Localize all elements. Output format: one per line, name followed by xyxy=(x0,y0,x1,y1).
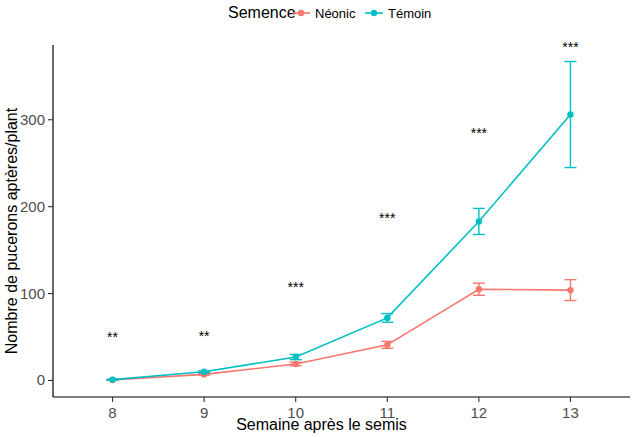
legend-label: Néonic xyxy=(315,6,356,21)
error-bar xyxy=(381,314,393,323)
significance: *** xyxy=(379,210,396,226)
error-cap xyxy=(381,313,393,314)
point xyxy=(293,361,299,367)
error-bar xyxy=(473,283,485,295)
error-cap xyxy=(564,279,576,280)
significance: ** xyxy=(199,328,210,344)
y-axis-line xyxy=(52,45,53,397)
legend: Semence Néonic Témoin xyxy=(228,4,431,21)
point xyxy=(109,376,115,382)
error-cap xyxy=(473,282,485,283)
x-tick xyxy=(295,397,296,402)
error-bar xyxy=(473,208,485,234)
x-tick-label: 13 xyxy=(562,404,579,421)
x-tick-label: 9 xyxy=(200,404,208,421)
point xyxy=(476,286,482,292)
significance: *** xyxy=(288,279,305,295)
error-cap xyxy=(381,322,393,323)
x-axis-label: Semaine après le semis xyxy=(236,416,407,433)
x-tick-label: 12 xyxy=(471,404,488,421)
x-tick xyxy=(570,397,571,402)
point xyxy=(567,111,573,117)
y-tick xyxy=(48,293,53,294)
y-tick-label: 0 xyxy=(37,371,45,388)
legend-label: Témoin xyxy=(388,6,431,21)
point xyxy=(293,354,299,360)
point xyxy=(201,369,207,375)
chart: 01002003008910111213Semaine après le sem… xyxy=(0,0,642,437)
point xyxy=(384,315,390,321)
significance: ** xyxy=(107,329,118,345)
series-line xyxy=(113,289,571,380)
error-cap xyxy=(473,295,485,296)
error-bar xyxy=(564,280,576,301)
significance: *** xyxy=(471,125,488,141)
significance: *** xyxy=(562,39,579,55)
error-cap xyxy=(473,208,485,209)
y-tick-label: 300 xyxy=(20,111,45,128)
error-bar xyxy=(381,341,393,348)
x-tick xyxy=(478,397,479,402)
x-tick xyxy=(387,397,388,402)
point xyxy=(109,377,115,383)
error-cap xyxy=(564,167,576,168)
plot-area xyxy=(107,62,577,384)
x-tick xyxy=(204,397,205,402)
legend-key-point xyxy=(298,10,304,16)
point xyxy=(384,342,390,348)
y-tick-label: 200 xyxy=(20,198,45,215)
y-tick xyxy=(48,206,53,207)
x-axis-line xyxy=(53,396,630,397)
legend-title: Semence xyxy=(228,4,296,21)
point xyxy=(567,287,573,293)
error-cap xyxy=(564,61,576,62)
y-axis-label: Nombre de pucerons aptères/plant xyxy=(3,107,20,354)
legend-key-point xyxy=(371,10,377,16)
x-tick xyxy=(112,397,113,402)
y-tick-label: 100 xyxy=(20,285,45,302)
point xyxy=(476,218,482,224)
y-tick xyxy=(48,380,53,381)
y-tick xyxy=(48,119,53,120)
error-bar xyxy=(290,354,302,359)
series-line xyxy=(113,115,571,380)
x-tick-label: 8 xyxy=(108,404,116,421)
error-cap xyxy=(564,300,576,301)
error-bar xyxy=(564,62,576,168)
error-cap xyxy=(473,234,485,235)
